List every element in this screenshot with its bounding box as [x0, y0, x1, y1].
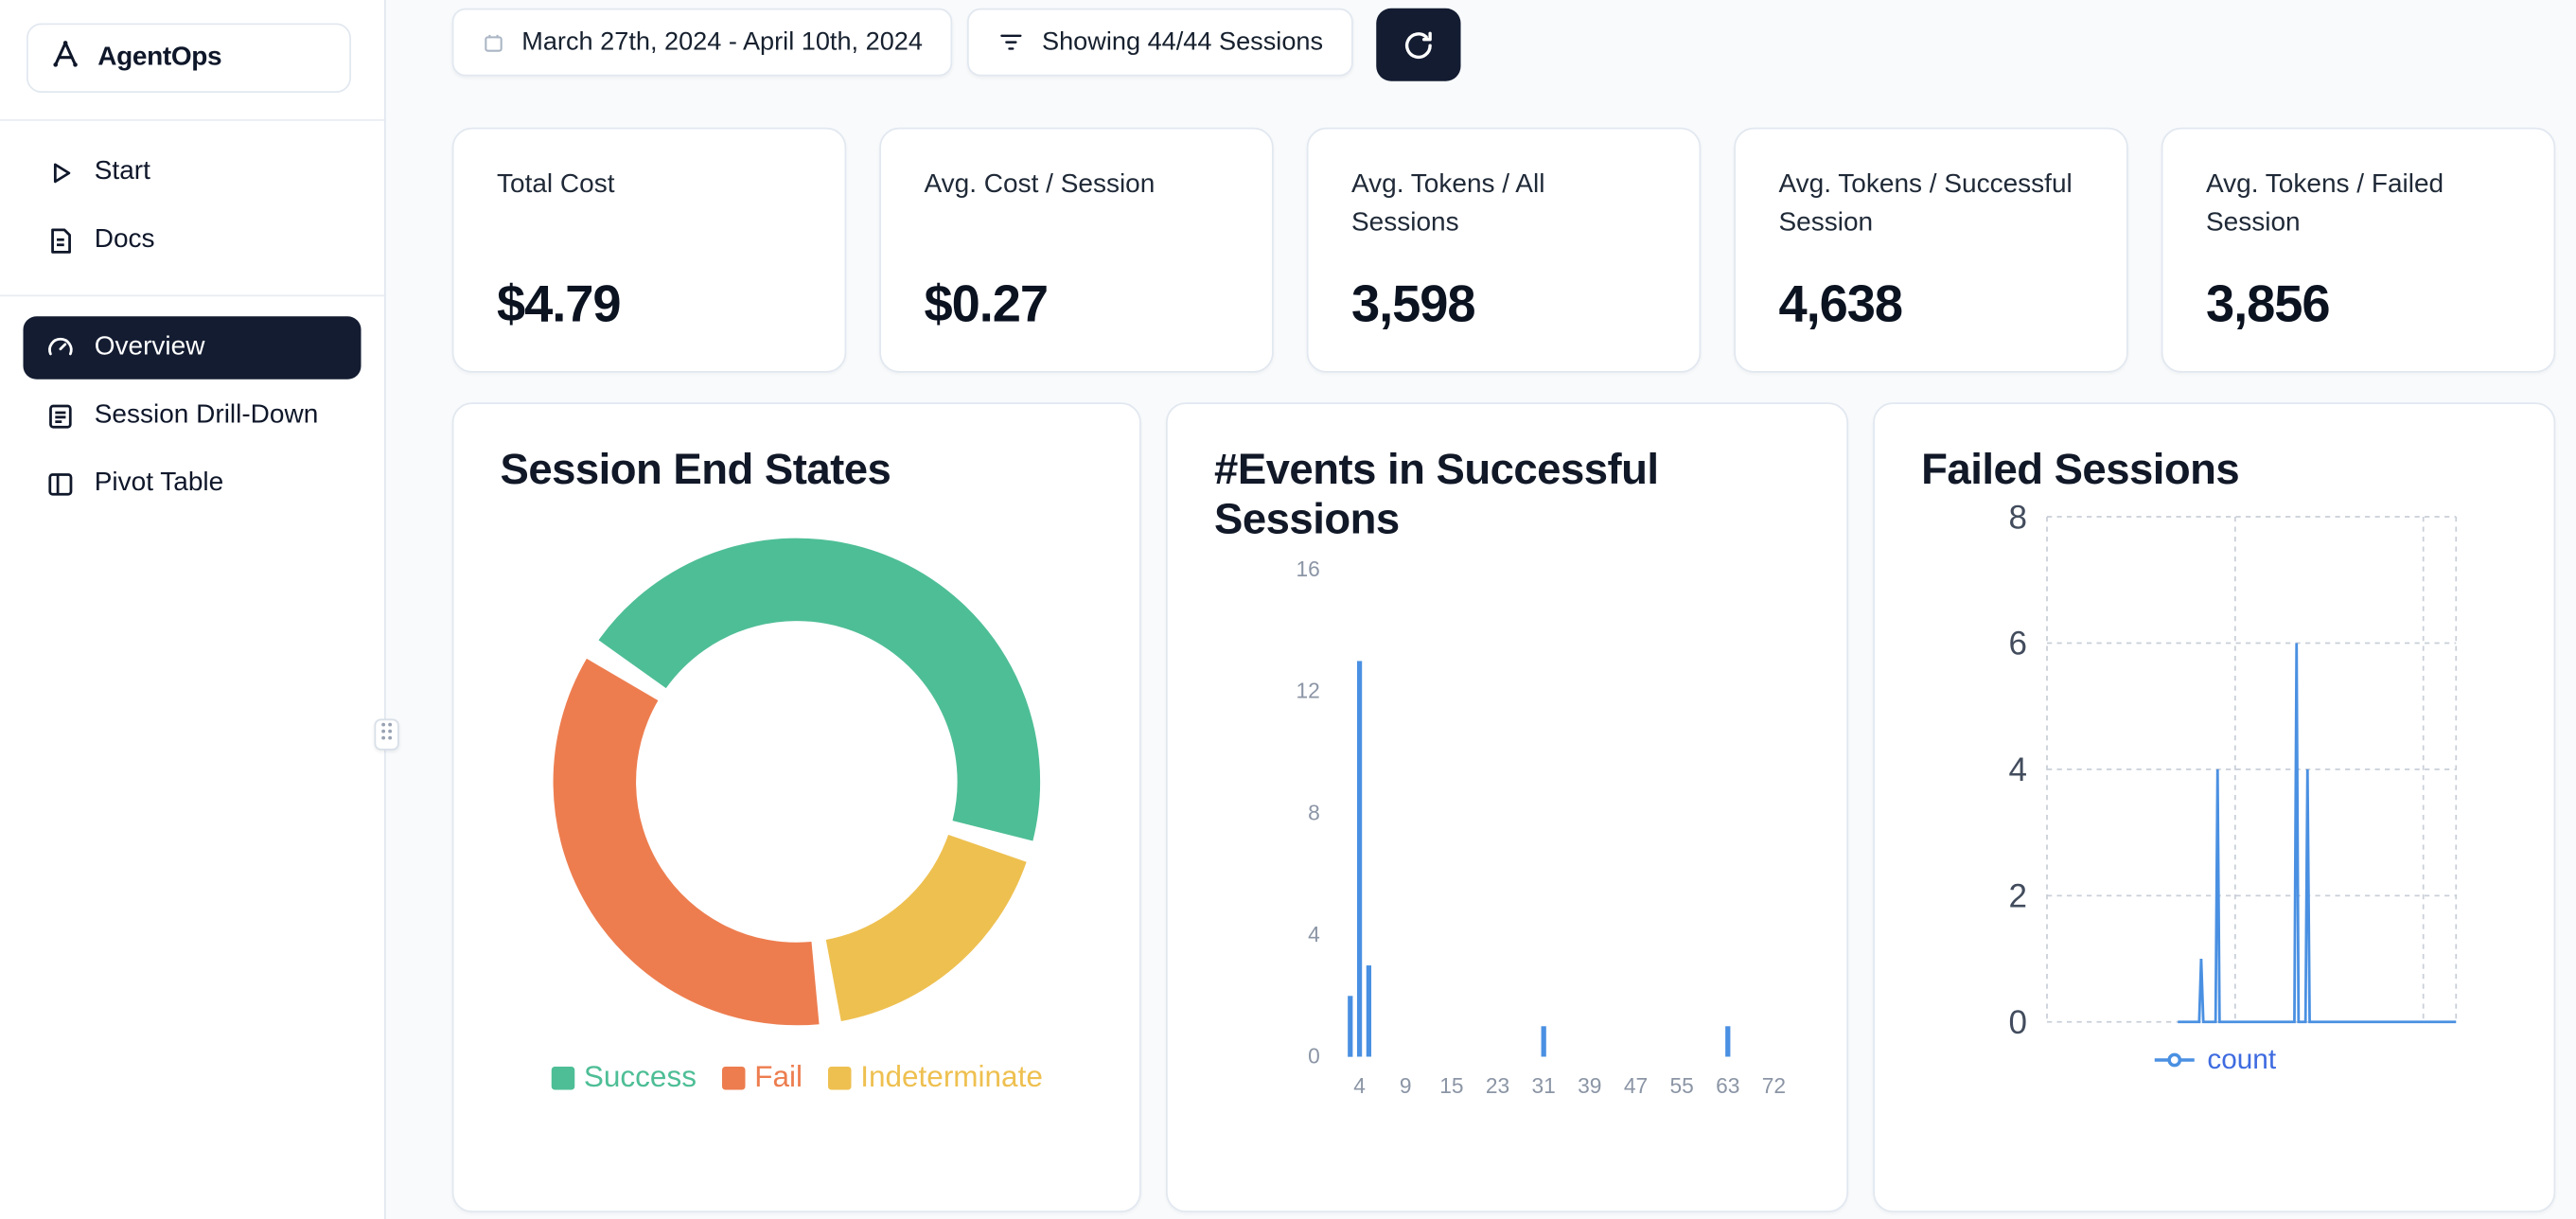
date-range-label: March 27th, 2024 - April 10th, 2024	[521, 26, 923, 56]
app-title: AgentOps	[97, 43, 222, 72]
sidebar-item-session-drill-down[interactable]: Session Drill-Down	[24, 384, 362, 448]
svg-text:4: 4	[2009, 751, 2027, 788]
svg-text:12: 12	[1297, 679, 1320, 703]
sessions-filter-label: Showing 44/44 Sessions	[1041, 26, 1324, 56]
chart-title: Failed Sessions	[1921, 444, 2240, 494]
sidebar-item-label: Pivot Table	[94, 468, 224, 497]
filter-icon	[997, 28, 1026, 57]
main-content: March 27th, 2024 - April 10th, 2024 Show…	[386, 0, 2576, 1219]
agentops-logo-icon	[48, 37, 83, 80]
sidebar-item-label: Session Drill-Down	[94, 400, 319, 430]
stats-row: Total Cost $4.79 Avg. Cost / Session $0.…	[451, 127, 2556, 373]
sidebar-item-pivot-table[interactable]: Pivot Table	[24, 452, 362, 516]
svg-text:0: 0	[2009, 1004, 2027, 1035]
svg-text:16: 16	[1297, 557, 1320, 582]
stat-value: $4.79	[497, 274, 622, 333]
svg-text:8: 8	[1308, 801, 1320, 825]
donut-legend-item[interactable]: Success	[550, 1060, 697, 1095]
list-detail-icon	[44, 400, 76, 432]
donut-wrap	[501, 501, 1094, 1048]
svg-text:31: 31	[1532, 1074, 1556, 1099]
chart-title: #Events in Successful Sessions	[1214, 444, 1659, 544]
sidebar: AgentOps Start Docs	[0, 0, 386, 1219]
failed-sessions-card: Failed Sessions 0 2 4 6 8 count	[1873, 402, 2556, 1212]
refresh-button[interactable]	[1376, 8, 1461, 81]
stat-label: Total Cost	[497, 170, 615, 199]
svg-text:0: 0	[1308, 1044, 1320, 1069]
refresh-icon	[1401, 27, 1436, 62]
session-end-states-card: Session End States Success Fail	[451, 402, 1142, 1212]
stat-value: 3,856	[2206, 274, 2331, 333]
svg-text:39: 39	[1578, 1074, 1601, 1099]
svg-text:47: 47	[1624, 1074, 1648, 1099]
legend-label: Success	[583, 1060, 697, 1094]
sidebar-item-overview[interactable]: Overview	[23, 316, 362, 380]
toolbar: March 27th, 2024 - April 10th, 2024 Show…	[451, 8, 2556, 81]
sessions-filter-button[interactable]: Showing 44/44 Sessions	[967, 8, 1353, 77]
svg-text:4: 4	[1354, 1074, 1367, 1099]
legend-label: Fail	[754, 1060, 803, 1094]
svg-text:72: 72	[1762, 1074, 1786, 1099]
svg-text:63: 63	[1716, 1074, 1739, 1099]
document-icon	[44, 224, 76, 256]
svg-text:15: 15	[1440, 1074, 1464, 1099]
legend-swatch	[721, 1066, 745, 1089]
stat-label: Avg. Tokens / Failed Session	[2206, 170, 2444, 237]
stat-label: Avg. Cost / Session	[924, 170, 1156, 199]
sidebar-item-label: Start	[94, 157, 150, 186]
stat-card-avg-tokens-all: Avg. Tokens / All Sessions 3,598	[1306, 127, 1702, 373]
legend-label: Indeterminate	[860, 1060, 1043, 1094]
calendar-icon	[482, 30, 505, 54]
svg-text:2: 2	[2009, 878, 2027, 915]
svg-text:23: 23	[1486, 1074, 1509, 1099]
stat-value: 3,598	[1351, 274, 1476, 333]
donut-chart[interactable]	[515, 507, 1078, 1048]
line-legend-marker-icon	[2153, 1051, 2197, 1070]
events-histogram-card: #Events in Successful Sessions 0 4 8 12 16 4 9…	[1166, 402, 1849, 1212]
stat-label: Avg. Tokens / All Sessions	[1351, 170, 1545, 237]
stat-value: $0.27	[924, 274, 1050, 333]
table-columns-icon	[44, 468, 76, 499]
date-range-button[interactable]: March 27th, 2024 - April 10th, 2024	[451, 8, 953, 77]
svg-text:55: 55	[1670, 1074, 1694, 1099]
events-bar-chart[interactable]: 0 4 8 12 16 4 9 15 23 31 39 47 55 63 72	[1214, 551, 1804, 1101]
gauge-icon	[44, 332, 76, 363]
sidebar-item-label: Overview	[94, 332, 205, 362]
svg-text:4: 4	[1308, 922, 1320, 946]
sidebar-divider	[0, 119, 384, 121]
logo[interactable]: AgentOps	[26, 23, 351, 93]
svg-text:6: 6	[2009, 626, 2027, 662]
sidebar-resize-handle[interactable]	[374, 718, 399, 751]
stat-card-avg-tokens-successful: Avg. Tokens / Successful Session 4,638	[1734, 127, 2128, 373]
sidebar-item-docs[interactable]: Docs	[24, 209, 362, 273]
stat-card-total-cost: Total Cost $4.79	[451, 127, 847, 373]
stat-card-avg-cost-session: Avg. Cost / Session $0.27	[879, 127, 1274, 373]
charts-row: Session End States Success Fail	[451, 402, 2556, 1212]
line-legend-label: count	[2207, 1043, 2277, 1076]
legend-swatch	[827, 1066, 851, 1089]
sidebar-item-start[interactable]: Start	[24, 141, 362, 204]
stat-card-avg-tokens-failed: Avg. Tokens / Failed Session 3,856	[2161, 127, 2556, 373]
line-chart-legend[interactable]: count	[1921, 1044, 2507, 1077]
donut-legend: Success Fail Indeterminate	[501, 1060, 1094, 1095]
sidebar-item-label: Docs	[94, 225, 155, 254]
grip-dots-icon	[379, 719, 395, 750]
donut-legend-item[interactable]: Indeterminate	[827, 1060, 1043, 1095]
failed-line-chart[interactable]: 0 2 4 6 8	[1921, 501, 2511, 1035]
stat-label: Avg. Tokens / Successful Session	[1778, 170, 2073, 237]
svg-text:8: 8	[2009, 501, 2027, 537]
stat-value: 4,638	[1778, 274, 1904, 333]
svg-text:9: 9	[1400, 1074, 1412, 1099]
play-icon	[44, 156, 76, 187]
donut-legend-item[interactable]: Fail	[721, 1060, 803, 1095]
chart-title: Session End States	[500, 444, 891, 494]
sidebar-divider	[0, 294, 384, 297]
legend-swatch	[550, 1066, 574, 1089]
